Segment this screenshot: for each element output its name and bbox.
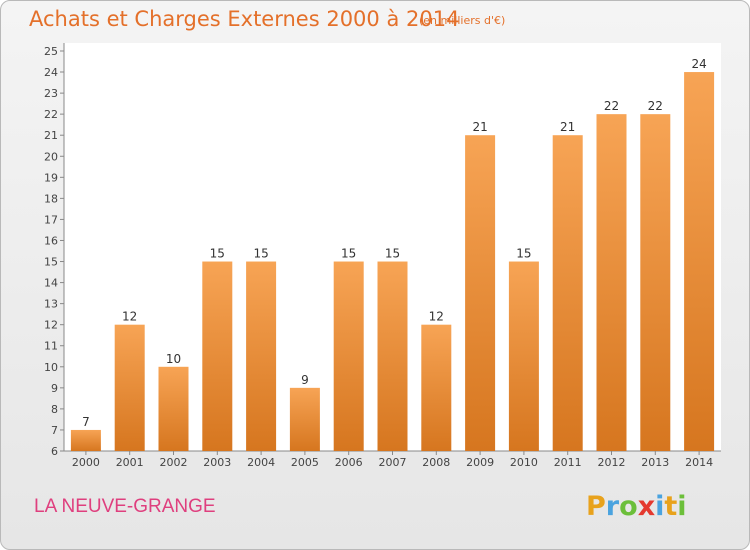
data-label-2010: 15 [516, 247, 531, 261]
data-label-2003: 15 [210, 247, 225, 261]
data-label-2007: 15 [385, 247, 400, 261]
bar-2005 [289, 387, 320, 451]
data-label-2009: 21 [472, 120, 487, 134]
location-name: LA NEUVE-GRANGE [34, 496, 216, 517]
bar-2007 [377, 261, 408, 451]
data-label-2013: 22 [648, 99, 663, 113]
y-tick-label: 19 [44, 171, 58, 184]
x-tick-label-2004: 2004 [247, 456, 275, 469]
x-tick-label-2005: 2005 [291, 456, 319, 469]
bar-2006 [333, 261, 364, 451]
x-tick-label-2013: 2013 [641, 456, 669, 469]
y-tick-label: 11 [44, 340, 58, 353]
x-tick-label-2003: 2003 [203, 456, 231, 469]
y-tick-label: 24 [44, 66, 58, 79]
data-label-2014: 24 [691, 57, 706, 71]
proxiti-logo: Proxiti [586, 491, 687, 522]
data-label-2005: 9 [301, 373, 309, 387]
bar-2008 [421, 324, 452, 451]
y-tick-label: 16 [44, 234, 58, 247]
y-tick-label: 10 [44, 361, 58, 374]
x-tick-label-2012: 2012 [598, 456, 626, 469]
bar-2001 [114, 324, 145, 451]
bar-2003 [202, 261, 233, 451]
x-tick-label-2002: 2002 [160, 456, 188, 469]
y-tick-label: 21 [44, 129, 58, 142]
data-label-2006: 15 [341, 247, 356, 261]
y-tick-label: 25 [44, 45, 58, 58]
svg-text:Proxiti: Proxiti [586, 491, 687, 522]
y-tick-label: 18 [44, 192, 58, 205]
chart-subtitle: (en milliers d'€) [419, 14, 506, 27]
y-tick-label: 6 [51, 445, 58, 458]
x-tick-label-2006: 2006 [335, 456, 363, 469]
data-label-2001: 12 [122, 310, 137, 324]
data-label-2000: 7 [82, 415, 90, 429]
bar-2011 [552, 135, 583, 452]
bar-2004 [246, 261, 277, 451]
y-tick-label: 13 [44, 298, 58, 311]
x-tick-label-2000: 2000 [72, 456, 100, 469]
y-tick-label: 20 [44, 150, 58, 163]
x-tick-label-2001: 2001 [116, 456, 144, 469]
bar-2000 [70, 429, 101, 451]
y-tick-label: 22 [44, 108, 58, 121]
y-tick-label: 14 [44, 277, 58, 290]
bar-2014 [684, 72, 715, 451]
y-tick-label: 8 [51, 403, 58, 416]
x-tick-label-2008: 2008 [422, 456, 450, 469]
data-label-2011: 21 [560, 120, 575, 134]
y-tick-label: 23 [44, 87, 58, 100]
x-tick-label-2011: 2011 [554, 456, 582, 469]
data-label-2004: 15 [253, 247, 268, 261]
y-tick-label: 15 [44, 256, 58, 269]
bar-2009 [465, 135, 496, 452]
y-tick-label: 17 [44, 213, 58, 226]
data-label-2012: 22 [604, 99, 619, 113]
bar-2013 [640, 114, 671, 451]
y-tick-label: 9 [51, 382, 58, 395]
chart-title: Achats et Charges Externes 2000 à 2014 [29, 7, 460, 31]
x-tick-label-2010: 2010 [510, 456, 538, 469]
x-tick-label-2014: 2014 [685, 456, 713, 469]
y-tick-label: 7 [51, 424, 58, 437]
bar-2012 [596, 114, 627, 451]
bar-2002 [158, 366, 189, 451]
bar-2010 [508, 261, 539, 451]
x-tick-label-2009: 2009 [466, 456, 494, 469]
x-tick-label-2007: 2007 [379, 456, 407, 469]
data-label-2002: 10 [166, 352, 181, 366]
y-tick-label: 12 [44, 319, 58, 332]
data-label-2008: 12 [429, 310, 444, 324]
